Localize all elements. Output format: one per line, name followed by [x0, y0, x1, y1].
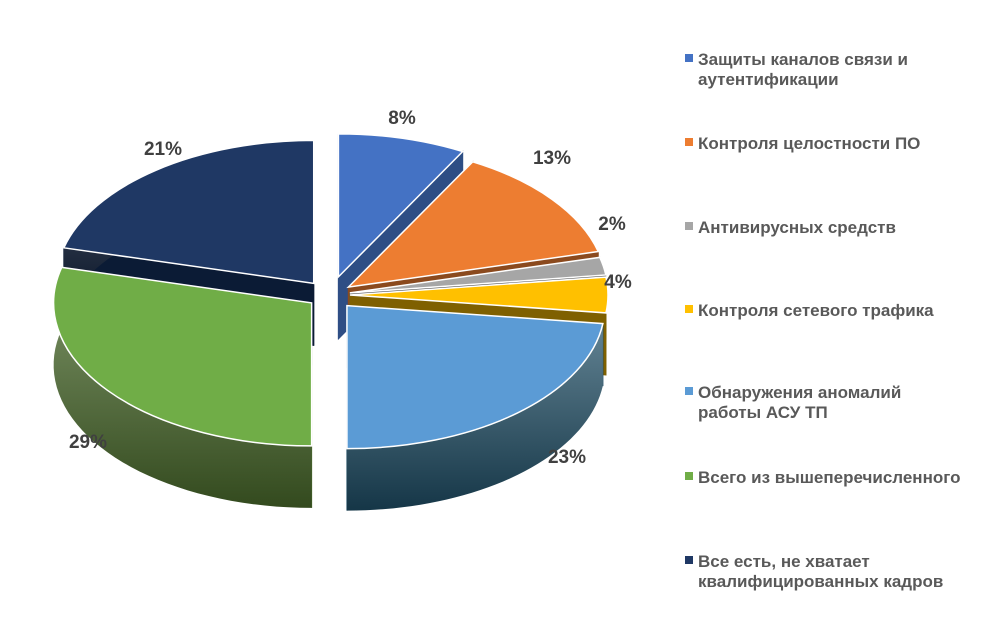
svg-text:23%: 23%	[548, 447, 586, 468]
svg-text:4%: 4%	[604, 272, 632, 293]
svg-text:13%: 13%	[533, 148, 571, 169]
svg-text:2%: 2%	[598, 214, 626, 235]
svg-text:21%: 21%	[144, 139, 182, 160]
svg-text:29%: 29%	[69, 432, 107, 453]
svg-text:8%: 8%	[388, 108, 416, 129]
